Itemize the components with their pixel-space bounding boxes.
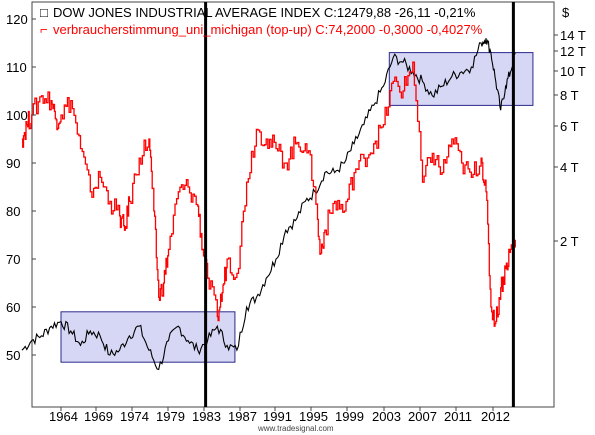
highlight-box-2 (388, 52, 534, 106)
x-tick-label: 1987 (228, 409, 257, 424)
right-tick-label: 6 T (560, 119, 579, 134)
x-tick-label: 1964 (49, 409, 78, 424)
right-axis: 2 T 4 T 6 T 8 T 10 T 12 T14 T (554, 28, 586, 249)
legend: □ DOW JONES INDUSTRIAL AVERAGE INDEX C:1… (40, 5, 483, 37)
legend-sentiment-marker: ⌐ (40, 22, 48, 37)
right-tick-label: 12 T (560, 44, 586, 59)
x-tick-label: 1999 (335, 409, 364, 424)
x-axis: 1964 1969 1974 1979 1983 1987 1991 1995 1999 2003… (49, 407, 510, 424)
y-tick-label: 110 (6, 60, 27, 75)
x-tick-label: 1979 (156, 409, 185, 424)
x-tick-label: 1995 (299, 409, 328, 424)
y-tick-label: 60 (6, 300, 20, 315)
y-tick-label: 120 (6, 12, 28, 27)
highlight-boxes (60, 52, 534, 363)
credit: www.tradesignal.com (257, 424, 334, 433)
x-tick-label: 2003 (372, 409, 401, 424)
sentiment-series-line (21, 61, 516, 327)
x-tick-label: 2011 (444, 409, 472, 424)
y-tick-label: 70 (6, 252, 20, 267)
series-lines (21, 38, 516, 371)
legend-sentiment-label: verbraucherstimmung_uni_michigan (top-up… (53, 22, 483, 37)
dow-series-line (21, 38, 516, 371)
y-tick-label: 90 (6, 156, 20, 171)
legend-dow-marker: □ (40, 5, 48, 20)
right-axis-unit: $ (562, 5, 570, 20)
x-tick-label: 2007 (408, 409, 437, 424)
x-tick-label: 2012 (481, 409, 510, 424)
vertical-markers (204, 2, 515, 407)
right-tick-label: 2 T (560, 234, 579, 249)
right-tick-label: 8 T (560, 88, 579, 103)
x-tick-label: 1969 (84, 409, 113, 424)
right-tick-label: 14 T (560, 28, 586, 43)
legend-dow-label: DOW JONES INDUSTRIAL AVERAGE INDEX C:124… (53, 5, 476, 20)
right-tick-label: 10 T (560, 64, 586, 79)
y-tick-label: 50 (6, 348, 20, 363)
x-tick-label: 1974 (120, 409, 149, 424)
x-tick-label: 1991 (263, 409, 292, 424)
y-tick-label: 80 (6, 204, 20, 219)
right-tick-label: 4 T (560, 160, 579, 175)
left-axis: 50 60 70 80 90 100 110 120 (6, 12, 36, 363)
x-tick-label: 1983 (192, 409, 221, 424)
y-tick-label: 100 (6, 108, 28, 123)
